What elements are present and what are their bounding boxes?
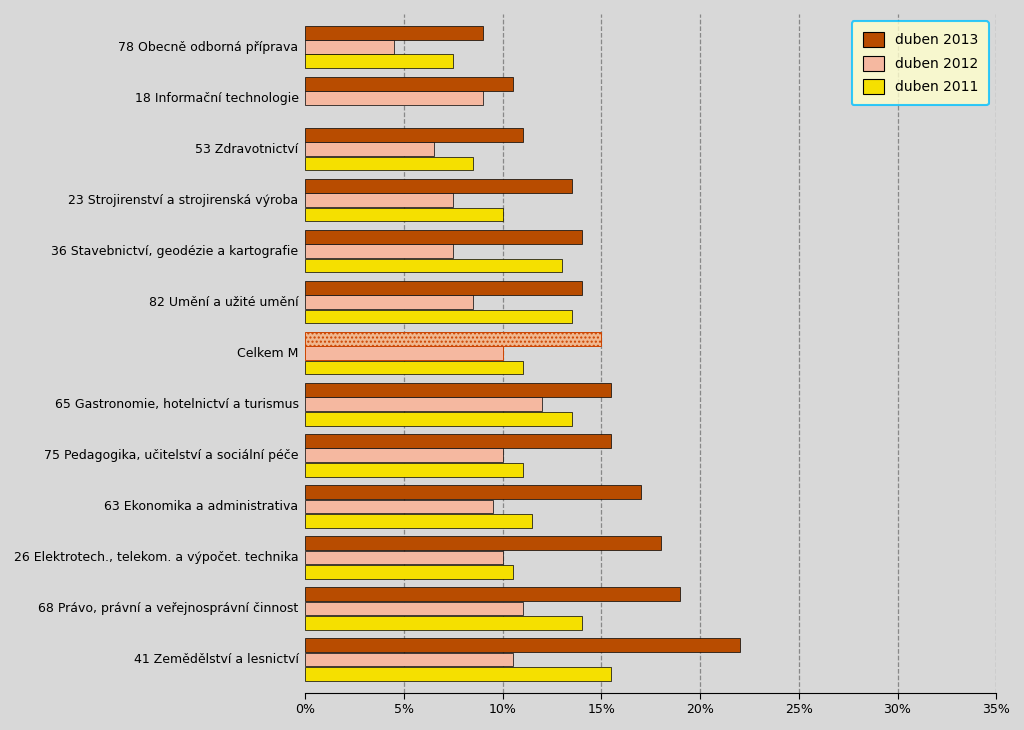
Bar [305, 230, 582, 244]
Bar [305, 40, 394, 54]
Bar [305, 55, 454, 68]
Bar [305, 638, 739, 652]
Bar [305, 616, 582, 630]
Bar [305, 281, 582, 295]
Bar [305, 26, 483, 39]
Bar [305, 588, 680, 601]
Bar [305, 667, 611, 680]
Bar [305, 448, 503, 462]
Bar [305, 347, 503, 360]
Bar [305, 499, 493, 513]
Bar [305, 412, 571, 426]
Bar [305, 156, 473, 170]
Bar [305, 77, 513, 91]
Bar [305, 434, 611, 448]
Bar [305, 310, 571, 323]
Bar [305, 245, 454, 258]
Bar [305, 207, 503, 221]
Bar [305, 179, 571, 193]
Bar [305, 193, 454, 207]
Bar [305, 537, 660, 550]
Bar [305, 91, 483, 105]
Bar [305, 485, 641, 499]
Bar [305, 332, 601, 346]
Bar [305, 602, 522, 615]
Bar [305, 142, 434, 156]
Bar [305, 653, 513, 666]
Bar [305, 296, 473, 309]
Bar [305, 565, 513, 579]
Bar [305, 463, 522, 477]
Bar [305, 383, 611, 397]
Bar [305, 361, 522, 374]
Bar [305, 397, 543, 411]
Bar [305, 514, 532, 528]
Legend: duben 2013, duben 2012, duben 2011: duben 2013, duben 2012, duben 2011 [852, 21, 989, 105]
Bar [305, 258, 562, 272]
Bar [305, 128, 522, 142]
Bar [305, 550, 503, 564]
